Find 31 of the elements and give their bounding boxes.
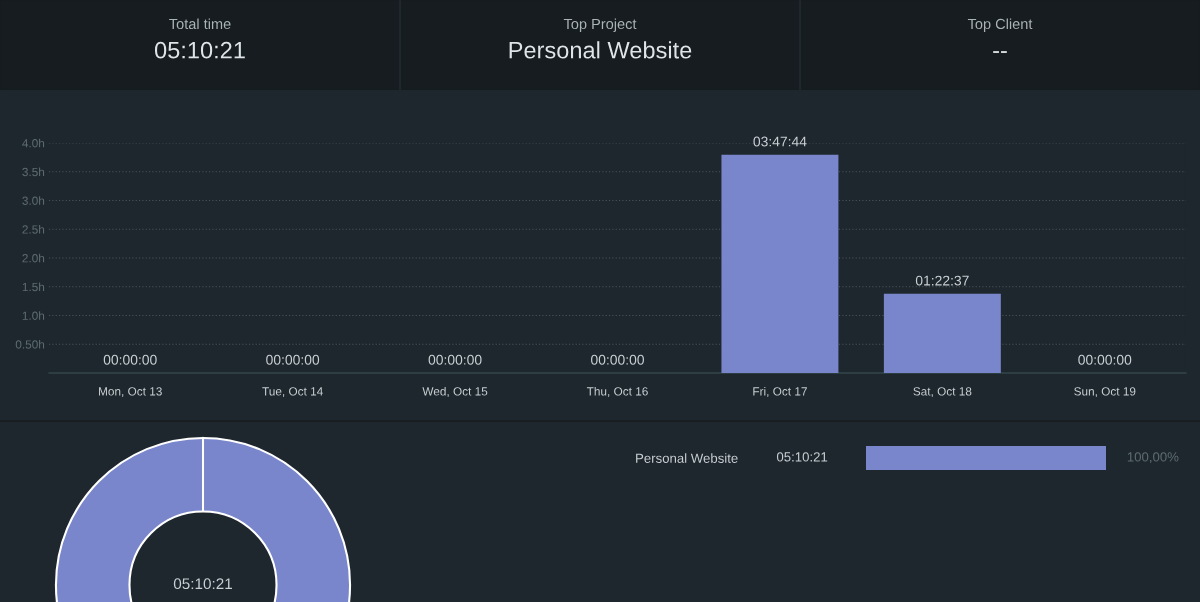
data-label: 00:00:00 [103,354,157,365]
text: Total time [169,18,231,30]
text: -- [993,51,1007,53]
data-label: 00:00:00 [428,354,482,365]
text: Top Client [967,18,1033,32]
x-tick-label: Thu, Oct 16 [586,386,648,397]
x-tick-label: Sun, Oct 19 [1074,387,1136,397]
y-tick-label: 2.0h [22,253,45,263]
data-label: 03:47:44 [753,136,807,147]
x-tick-label: Mon, Oct 13 [99,387,162,397]
text: Top Project [563,18,637,32]
data-label: 00:00:00 [266,354,320,365]
text: 05:10:21 [154,41,245,59]
y-tick-label: 1.0h [22,311,45,320]
y-tick-label: 4.0h [22,138,45,148]
data-label: 00:00:00 [1078,354,1132,365]
data-label: 00:00:00 [591,354,644,365]
data-label: 100,00% [1127,452,1179,464]
text: 05:10:21 [173,578,232,590]
y-tick-label: 3.5h [22,167,45,177]
x-tick-label: Wed, Oct 15 [422,386,488,397]
text: Personal Website [509,41,692,59]
data-label: 01:22:37 [915,275,969,286]
x-tick-label: Sat, Oct 18 [913,387,972,397]
text: 05:10:21 [776,452,828,462]
y-tick-label: 1.5h [22,282,45,292]
y-tick-label: 2.5h [22,224,45,234]
y-tick-label: 0.50h [15,339,45,349]
x-tick-label: Fri, Oct 17 [753,386,807,397]
y-tick-label: 3.0h [22,196,45,205]
x-tick-label: Tue, Oct 14 [262,387,323,397]
